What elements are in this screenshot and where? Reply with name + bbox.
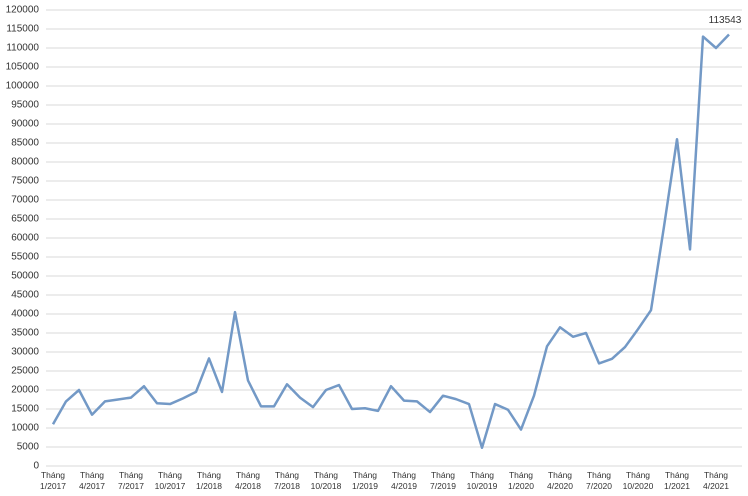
y-tick-label: 10000 (11, 423, 39, 434)
x-tick-label: Tháng 10/2017 (154, 470, 186, 491)
y-tick-label: 25000 (11, 366, 39, 377)
x-tick-label: Tháng 1/2020 (508, 470, 534, 491)
y-tick-label: 40000 (11, 309, 39, 320)
y-tick-label: 55000 (11, 252, 39, 263)
y-tick-label: 120000 (6, 5, 40, 16)
x-tick-label: Tháng 4/2019 (391, 470, 417, 491)
y-tick-label: 105000 (6, 62, 40, 73)
y-tick-label: 90000 (11, 119, 39, 130)
y-tick-label: 70000 (11, 195, 39, 206)
x-tick-label: Tháng 10/2018 (310, 470, 342, 491)
y-tick-label: 50000 (11, 271, 39, 282)
x-tick-label: Tháng 10/2019 (466, 470, 498, 491)
x-tick-label: Tháng 1/2021 (664, 470, 690, 491)
y-tick-label: 100000 (6, 81, 40, 92)
y-tick-label: 0 (33, 461, 39, 472)
y-tick-label: 110000 (6, 43, 39, 54)
y-tick-label: 115000 (6, 24, 39, 35)
y-tick-label: 35000 (11, 328, 39, 339)
x-tick-label: Tháng 7/2020 (586, 470, 612, 491)
x-tick-label: Tháng 10/2020 (622, 470, 654, 491)
y-tick-label: 5000 (17, 442, 40, 453)
y-tick-label: 80000 (11, 157, 39, 168)
y-tick-label: 20000 (11, 385, 39, 396)
line (51, 33, 730, 450)
y-tick-label: 15000 (11, 404, 39, 415)
x-tick-label: Tháng 7/2017 (118, 470, 144, 491)
y-tick-label: 45000 (11, 290, 39, 301)
x-tick-label: Tháng 4/2017 (79, 470, 105, 491)
x-tick-label: Tháng 1/2019 (352, 470, 378, 491)
y-tick-label: 85000 (11, 138, 39, 149)
x-tick-label: Tháng 1/2017 (40, 470, 66, 491)
y-tick-label: 30000 (11, 347, 39, 358)
x-tick-label: Tháng 4/2018 (235, 470, 261, 491)
x-tick-label: Tháng 7/2018 (274, 470, 300, 491)
x-tick-label: Tháng 4/2021 (703, 470, 729, 491)
x-tick-label: Tháng 4/2020 (547, 470, 573, 491)
x-tick-label: Tháng 7/2019 (430, 470, 456, 491)
x-tick-label: Tháng 1/2018 (196, 470, 222, 491)
y-tick-label: 95000 (11, 100, 39, 111)
y-tick-label: 65000 (11, 214, 39, 225)
y-tick-label: 60000 (11, 233, 39, 244)
data-label: 113543 (709, 15, 742, 26)
y-tick-label: 75000 (11, 176, 39, 187)
